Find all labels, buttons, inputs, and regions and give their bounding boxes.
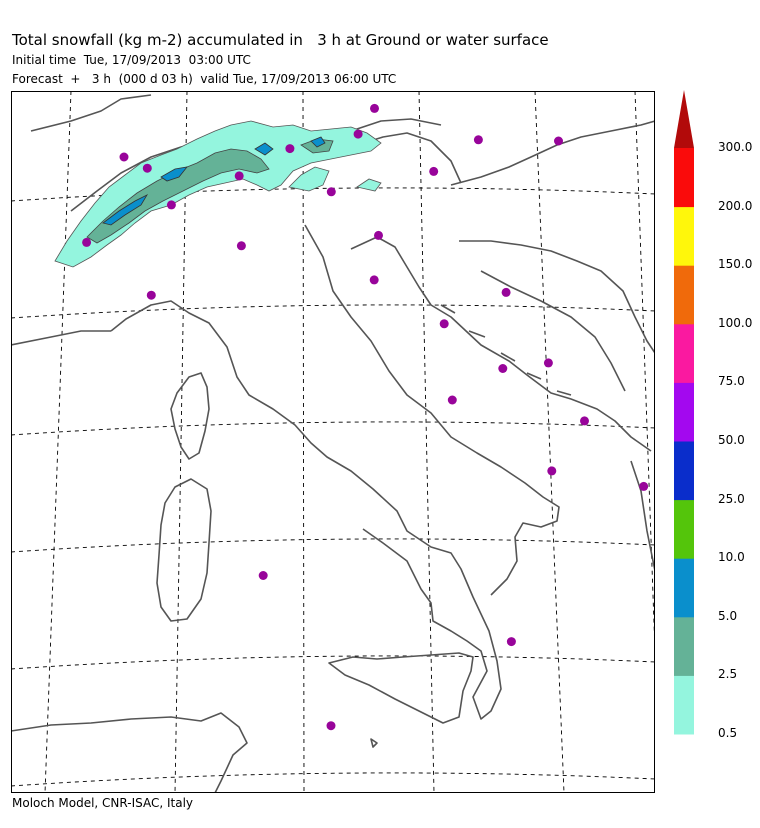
- station-marker: [370, 103, 379, 113]
- parallel-line: [11, 538, 655, 553]
- meridian-line: [534, 91, 565, 793]
- station-marker: [639, 481, 649, 491]
- legend-swatch: [674, 206, 694, 266]
- parallel-line: [11, 655, 655, 670]
- station-marker: [506, 637, 516, 647]
- meridian-line: [44, 91, 72, 793]
- station-marker: [146, 290, 156, 300]
- station-markers: [82, 103, 649, 731]
- station-marker: [353, 129, 363, 139]
- station-marker: [498, 364, 508, 373]
- legend-label: 200.0: [718, 198, 753, 213]
- meridian-line: [174, 91, 188, 793]
- italy-west-coast: [110, 300, 502, 720]
- legend-swatch: [674, 265, 694, 325]
- legend-label: 150.0: [718, 257, 753, 272]
- italy-east-coast: [304, 224, 560, 596]
- legend-swatch: [674, 675, 694, 735]
- graticule: [11, 91, 655, 793]
- north-border: [30, 94, 442, 132]
- legend-swatch: [674, 558, 694, 618]
- snow-area-mid: [86, 148, 270, 244]
- legend-swatch: [674, 499, 694, 559]
- station-marker: [473, 135, 483, 145]
- croatia-bosnia-border: [459, 240, 655, 354]
- station-marker: [547, 466, 557, 476]
- snow-area-light: [355, 178, 382, 192]
- adriatic-east-coast: [350, 236, 652, 452]
- tunisia-coast: [11, 712, 248, 793]
- station-marker: [285, 144, 295, 154]
- legend-label: 5.0: [718, 608, 738, 623]
- station-marker: [447, 395, 457, 405]
- corsica: [170, 372, 210, 460]
- legend-swatch: [674, 616, 694, 676]
- station-marker: [326, 187, 336, 197]
- station-marker: [234, 171, 244, 181]
- station-marker: [543, 358, 553, 368]
- station-marker: [142, 163, 152, 173]
- color-legend: [674, 90, 694, 735]
- map-title: Total snowfall (kg m-2) accumulated in 3…: [12, 31, 549, 49]
- station-marker: [82, 237, 92, 247]
- legend-label: 0.5: [718, 726, 738, 740]
- station-marker: [326, 721, 336, 731]
- parallel-line: [11, 304, 655, 319]
- malta: [370, 738, 378, 748]
- meridian-line: [302, 91, 305, 793]
- legend-label: 100.0: [718, 315, 753, 330]
- map-frame: [11, 91, 655, 793]
- meridian-line: [418, 91, 435, 793]
- legend-label: 25.0: [718, 491, 745, 506]
- station-marker: [580, 416, 589, 426]
- station-marker: [119, 152, 129, 162]
- dalmatia-islands: [440, 304, 572, 396]
- snow-area-heavy: [160, 166, 188, 182]
- legend-label: 50.0: [718, 433, 745, 447]
- station-marker: [236, 241, 246, 251]
- snowfall-contours: [54, 120, 382, 268]
- legend-label: 10.0: [718, 550, 745, 565]
- forecast-valid-time: Forecast + 3 h (000 d 03 h) valid Tue, 1…: [12, 72, 397, 86]
- legend-label: 2.5: [718, 667, 738, 682]
- snow-area-heavy: [102, 194, 149, 226]
- station-marker: [258, 571, 268, 580]
- parallel-line: [11, 772, 655, 787]
- snow-area-light: [288, 166, 330, 192]
- legend-swatch: [674, 382, 694, 442]
- initial-time: Initial time Tue, 17/09/2013 03:00 UTC: [12, 53, 251, 67]
- parallel-line: [11, 421, 655, 436]
- legend-label: 75.0: [718, 374, 745, 389]
- station-marker: [374, 230, 383, 240]
- station-marker: [166, 200, 176, 210]
- legend-swatch: [674, 441, 694, 501]
- snow-area-light: [54, 120, 382, 268]
- balkan-border: [450, 120, 655, 186]
- meridian-line: [634, 91, 655, 652]
- coastlines: [11, 94, 655, 793]
- legend-cap-swatch: [674, 90, 694, 148]
- legend-label: 300.0: [718, 140, 753, 154]
- sicily: [328, 652, 474, 724]
- station-marker: [501, 287, 511, 297]
- snowfall-map: [11, 91, 655, 793]
- france-coast: [11, 330, 111, 346]
- legend-swatch: [674, 148, 694, 208]
- model-credit: Moloch Model, CNR-ISAC, Italy: [12, 796, 194, 810]
- legend-swatch: [674, 323, 694, 383]
- station-marker: [439, 319, 449, 329]
- albania-coast: [630, 460, 655, 572]
- snow-area-heavy: [310, 136, 326, 148]
- sardinia: [156, 478, 212, 622]
- snow-area-heavy: [254, 142, 274, 156]
- balkan-inner-border: [480, 270, 626, 392]
- station-marker: [554, 136, 563, 146]
- station-marker: [369, 275, 379, 285]
- station-marker: [429, 166, 439, 176]
